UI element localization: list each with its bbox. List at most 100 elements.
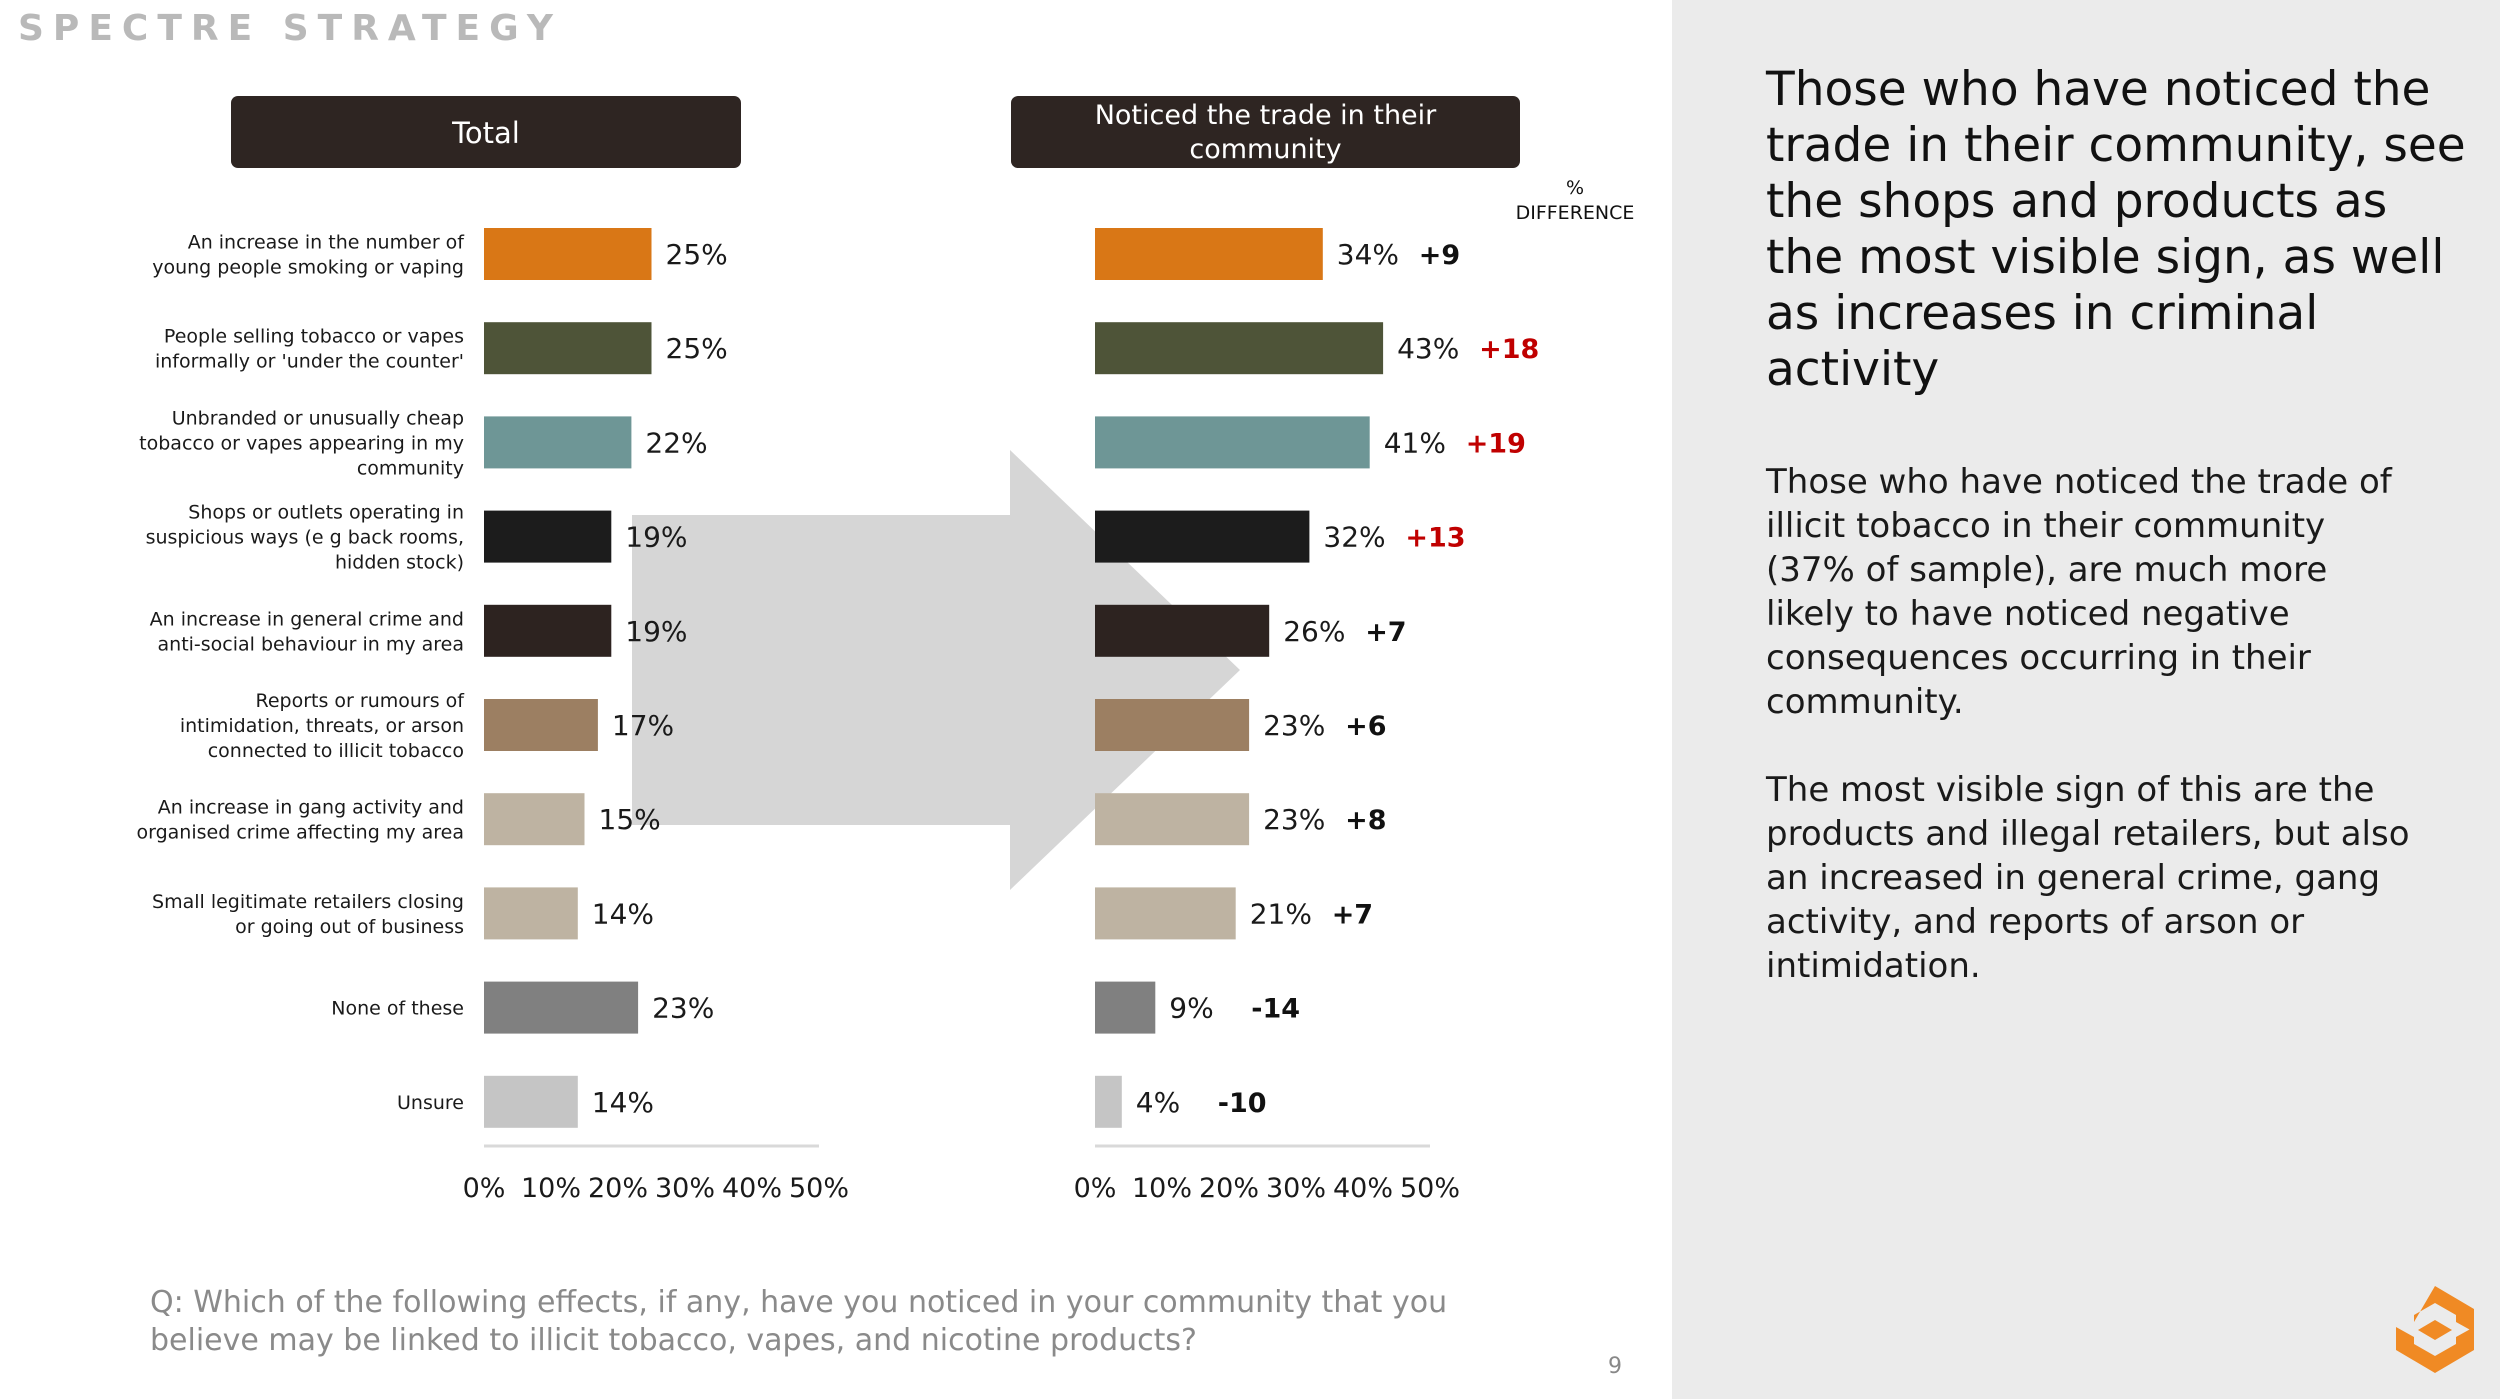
x-tick-label: 0% [1074,1173,1117,1204]
bar [1095,416,1370,469]
bar [484,416,632,469]
category-label: informally or 'under the counter' [155,351,464,373]
bar [484,322,652,375]
spectre-logo-icon [2396,1286,2474,1373]
data-label: 22% [645,426,707,459]
x-tick-label: 20% [1199,1173,1259,1204]
category-label: An increase in gang activity and [158,797,464,819]
bar [1095,322,1384,375]
difference-label: +6 [1345,711,1386,742]
data-label: 43% [1397,332,1459,365]
bar [484,887,578,940]
data-label: 19% [625,521,687,554]
bar [484,1075,578,1128]
difference-header: % [1566,177,1584,199]
x-tick-label: 30% [1266,1173,1326,1204]
difference-label: +7 [1332,899,1373,930]
bar [1095,699,1250,751]
category-label: None of these [331,998,464,1020]
x-tick-label: 10% [1132,1173,1192,1204]
panel-title: community [1189,134,1341,165]
data-label: 23% [1263,709,1325,742]
difference-label: +19 [1466,428,1526,459]
slide-heading: Those who have noticed the trade in thei… [1766,62,2466,397]
difference-label: -14 [1251,994,1300,1025]
panel-title: Total [451,116,520,150]
data-label: 4% [1136,1086,1180,1119]
category-label: An increase in general crime and [150,608,464,630]
category-label: young people smoking or vaping [152,257,464,279]
data-label: 32% [1323,521,1385,554]
data-label: 21% [1250,897,1312,930]
difference-label: +9 [1419,240,1460,271]
category-label: Shops or outlets operating in [188,502,464,524]
data-label: 25% [666,332,728,365]
category-label: connected to illicit tobacco [208,740,464,762]
data-label: 34% [1337,238,1399,271]
data-label: 19% [625,615,687,648]
category-label: People selling tobacco or vapes [164,326,464,348]
x-tick-label: 10% [521,1173,581,1204]
category-label: or going out of business [235,916,464,938]
arrow-shape [632,450,1240,890]
bar [1095,604,1270,657]
x-tick-label: 40% [1333,1173,1393,1204]
panel-title: Noticed the trade in their [1095,100,1437,131]
data-label: 26% [1283,615,1345,648]
data-label: 9% [1169,992,1213,1025]
category-label: Small legitimate retailers closing [152,891,464,913]
bar [484,981,639,1034]
category-label: anti-social behaviour in my area [158,633,464,655]
category-label: Unsure [397,1092,464,1114]
brand-logo-text: SPECTRE STRATEGY [18,8,562,49]
data-label: 15% [599,803,661,836]
bar [484,699,598,751]
category-label: Unbranded or unusually cheap [172,407,464,429]
difference-label: +18 [1479,334,1539,365]
body-paragraph: Those who have noticed the trade of illi… [1766,462,2392,722]
bar [1095,793,1250,846]
difference-label: +8 [1345,805,1386,836]
panel-header [231,96,741,168]
x-tick-label: 20% [588,1173,648,1204]
category-label: Reports or rumours of [256,690,466,712]
category-label: organised crime affecting my area [137,822,465,844]
difference-label: +13 [1405,523,1465,554]
bar [1095,981,1156,1034]
x-tick-label: 0% [463,1173,506,1204]
category-label: hidden stock) [335,552,464,574]
panel-header [1011,96,1520,168]
x-tick-label: 50% [789,1173,849,1204]
bar [484,604,612,657]
difference-label: +7 [1365,617,1406,648]
data-label: 14% [592,897,654,930]
body-text: Those who have noticed the trade of illi… [1766,460,2416,1032]
body-paragraph: The most visible sign of this are the pr… [1766,770,2410,986]
x-tick-label: 30% [655,1173,715,1204]
bar [484,793,585,846]
data-label: 23% [652,992,714,1025]
bar [484,228,652,280]
page-number: 9 [1608,1354,1622,1379]
category-label: community [357,457,464,479]
data-label: 23% [1263,803,1325,836]
x-tick-label: 40% [722,1173,782,1204]
category-label: suspicious ways (e g back rooms, [146,527,464,549]
category-label: intimidation, threats, or arson [180,715,464,737]
bar [1095,228,1323,280]
bar [1095,510,1310,563]
difference-label: -10 [1218,1088,1267,1119]
bar [484,510,612,563]
bar [1095,1075,1122,1128]
data-label: 25% [666,238,728,271]
question-footnote: Q: Which of the following effects, if an… [150,1285,1448,1358]
category-label: tobacco or vapes appearing in my [139,432,464,454]
category-label: An increase in the number of [188,232,466,254]
x-tick-label: 50% [1400,1173,1460,1204]
data-label: 41% [1384,426,1446,459]
data-label: 17% [612,709,674,742]
bar [1095,887,1236,940]
right-panel [1672,0,2500,1399]
